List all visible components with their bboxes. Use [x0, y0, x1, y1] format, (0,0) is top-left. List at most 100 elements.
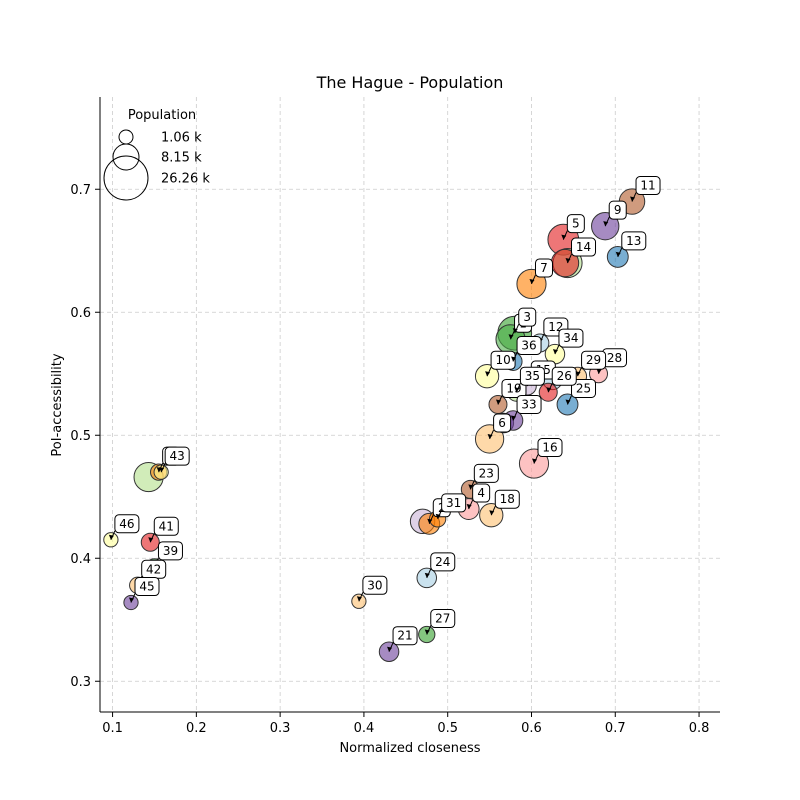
- annotation-arrowhead: [466, 504, 472, 510]
- chart-title: The Hague - Population: [316, 73, 504, 92]
- annotation-box: [566, 214, 585, 234]
- annotation-arrowhead: [489, 510, 495, 516]
- legend-circle: [118, 129, 134, 145]
- annotation-box: [516, 394, 542, 414]
- annotation-label-26: 26: [557, 369, 572, 383]
- x-tick-label: 0.4: [354, 721, 375, 736]
- annotation-arrowhead: [511, 356, 517, 362]
- annotation-arrowhead: [487, 433, 493, 439]
- annotation-box: [621, 231, 647, 251]
- annotation-box: [490, 350, 516, 370]
- annotation-box: [114, 514, 140, 534]
- legend-label: 1.06 k: [161, 131, 202, 146]
- annotation-box: [518, 307, 537, 327]
- legend-circle: [103, 155, 149, 201]
- annotation-arrowhead: [565, 399, 571, 405]
- annotation-arrowhead: [424, 629, 430, 635]
- annotation-box: [494, 489, 520, 509]
- y-tick-label: 0.3: [70, 675, 91, 690]
- y-axis-label: PoI-accessibility: [50, 353, 65, 456]
- annotation-label-39: 39: [163, 544, 178, 558]
- annotation-arrowhead: [561, 234, 567, 240]
- annotation-arrowhead: [630, 196, 636, 202]
- annotation-label-6: 6: [498, 416, 506, 430]
- annotation-label-10: 10: [495, 353, 510, 367]
- annotation-arrowhead: [485, 371, 491, 377]
- annotation-arrowhead: [427, 518, 433, 524]
- annotation-label-9: 9: [614, 203, 622, 217]
- annotation-box: [551, 366, 577, 386]
- annotation-arrowhead: [387, 646, 393, 652]
- annotation-label-7: 7: [540, 261, 548, 275]
- annotation-label-3: 3: [523, 310, 531, 324]
- annotation-arrowhead: [514, 387, 520, 393]
- annotation-box: [472, 483, 491, 503]
- annotation-box: [571, 379, 597, 398]
- annotation-label-45: 45: [139, 580, 154, 594]
- legend-label: 8.15 k: [161, 151, 202, 166]
- annotation-box: [537, 438, 563, 458]
- annotation-label-24: 24: [435, 555, 450, 569]
- annotation-label-18: 18: [500, 492, 515, 506]
- annotation-label-5: 5: [572, 217, 580, 231]
- x-tick-label: 0.2: [186, 721, 207, 736]
- annotation-arrowhead: [511, 415, 517, 421]
- annotation-label-35: 35: [525, 369, 540, 383]
- annotation-box: [164, 446, 190, 466]
- annotation-label-25: 25: [576, 382, 591, 396]
- annotation-arrowhead: [495, 399, 501, 405]
- legend-circle: [112, 143, 140, 171]
- annotation-box: [571, 237, 597, 257]
- annotation-arrowhead: [596, 368, 602, 374]
- y-tick-label: 0.5: [70, 429, 91, 444]
- annotation-box: [581, 350, 607, 370]
- x-tick-label: 0.6: [521, 721, 542, 736]
- annotation-label-21: 21: [397, 629, 412, 643]
- annotation-arrowhead: [603, 221, 609, 227]
- y-tick-label: 0.4: [70, 552, 91, 567]
- annotation-label-27: 27: [435, 612, 450, 626]
- legend-label: 26.26 k: [161, 172, 210, 187]
- annotation-box: [157, 541, 183, 561]
- annotation-arrowhead: [565, 258, 571, 264]
- y-tick-label: 0.6: [70, 306, 91, 321]
- annotation-label-19: 19: [506, 382, 521, 396]
- axis-layer: 0.1 0.2 0.3 0.4 0.5 0.6 0.7 0.8 0.3 0.4 0.5 0.6 0.7: [70, 97, 720, 736]
- legend: Population 1.06 k 8.15 k 26.26 k: [103, 108, 210, 201]
- legend-title: Population: [128, 108, 196, 123]
- annotation-box: [635, 176, 661, 196]
- annotation-label-36: 36: [521, 338, 536, 352]
- annotation-box: [362, 575, 388, 595]
- x-tick-label: 0.7: [605, 721, 626, 736]
- annotation-label-42: 42: [146, 562, 161, 576]
- annotation-label-34: 34: [563, 331, 578, 345]
- annotation-box: [134, 577, 160, 597]
- annotation-label-28: 28: [607, 351, 622, 365]
- annotation-arrowhead: [129, 597, 134, 603]
- annotation-box: [473, 463, 499, 483]
- annotation-box: [441, 493, 467, 513]
- x-tick-label: 0.1: [102, 721, 123, 736]
- annotation-box: [392, 626, 418, 646]
- annotation-arrowhead: [615, 251, 621, 257]
- annotation-layer: 1345679101112131415161819212232425262728…: [108, 176, 661, 652]
- x-tick-label: 0.5: [437, 721, 458, 736]
- annotation-label-14: 14: [576, 240, 591, 254]
- annotation-arrowhead: [159, 467, 165, 473]
- annotation-arrowhead: [424, 572, 430, 578]
- annotation-box: [153, 516, 179, 536]
- annotation-label-4: 4: [477, 486, 485, 500]
- grid-layer: [100, 97, 720, 712]
- annotation-label-43: 43: [170, 449, 185, 463]
- annotation-box: [558, 328, 584, 348]
- annotation-box: [534, 258, 553, 278]
- annotation-box: [493, 413, 512, 433]
- annotation-arrowhead: [575, 371, 581, 377]
- annotation-arrowhead: [508, 334, 514, 340]
- annotation-label-11: 11: [640, 179, 655, 193]
- annotation-arrowhead: [108, 534, 114, 540]
- annotation-box: [430, 552, 456, 572]
- annotation-arrowhead: [552, 349, 558, 355]
- annotation-label-31: 31: [446, 496, 461, 510]
